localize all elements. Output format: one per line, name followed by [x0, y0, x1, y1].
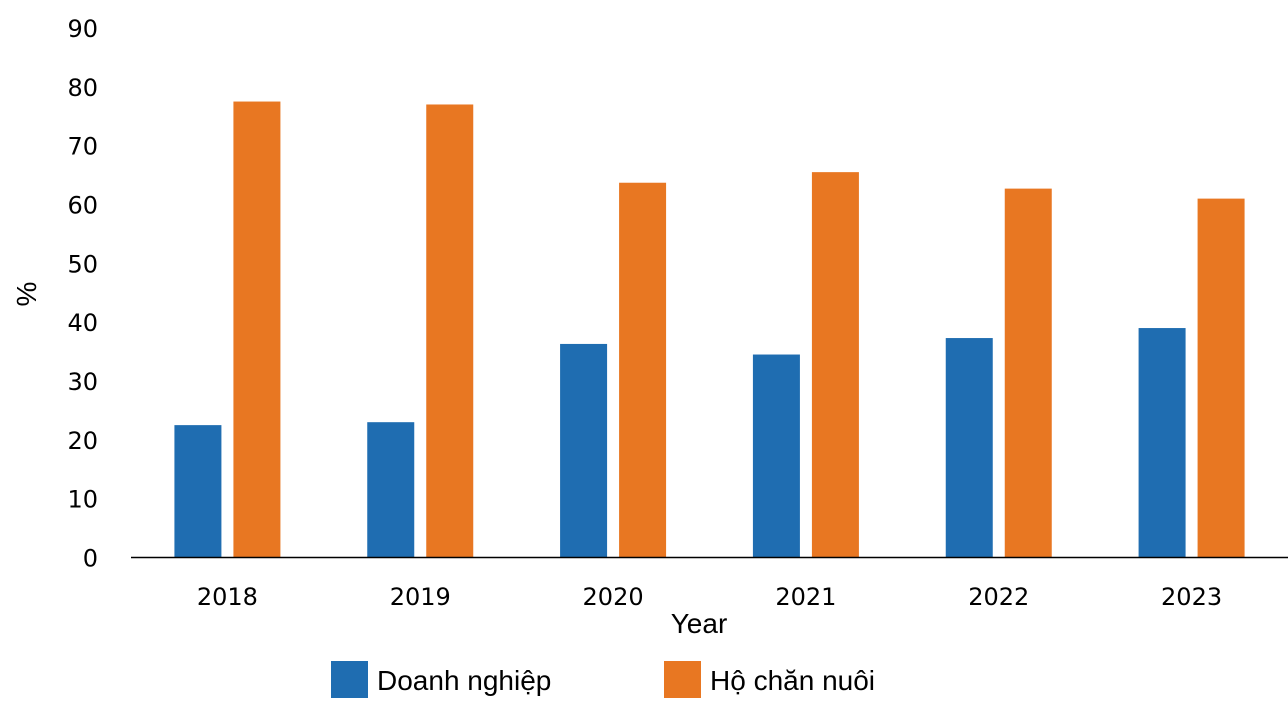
x-tick-label: 2020: [583, 583, 644, 611]
y-tick-label: 10: [67, 486, 98, 514]
bar: [174, 425, 222, 558]
x-tick-label: 2019: [390, 583, 451, 611]
x-axis-ticks: 2018 2019 2020 2021 2022 2023: [197, 583, 1222, 611]
legend-label: Hộ chăn nuôi: [710, 665, 875, 696]
x-tick-label: 2021: [775, 583, 836, 611]
y-tick-label: 90: [67, 15, 98, 43]
y-tick-label: 20: [67, 427, 98, 455]
legend: Doanh nghiệp Hộ chăn nuôi: [331, 661, 875, 698]
bar: [367, 422, 415, 558]
x-tick-label: 2018: [197, 583, 258, 611]
bar: [1004, 188, 1052, 558]
legend-swatch: [664, 661, 701, 698]
x-axis-title: Year: [671, 608, 728, 639]
bar: [1197, 198, 1245, 558]
y-axis-title: %: [11, 282, 42, 307]
bar: [752, 354, 800, 558]
y-tick-label: 40: [67, 309, 98, 337]
bar: [619, 182, 667, 558]
legend-label: Doanh nghiệp: [377, 665, 551, 696]
bars: [174, 101, 1245, 558]
y-tick-label: 60: [67, 192, 98, 220]
bar: [945, 338, 993, 558]
y-tick-label: 80: [67, 74, 98, 102]
bar: [560, 343, 608, 558]
bar: [811, 172, 859, 558]
y-tick-label: 30: [67, 368, 98, 396]
y-tick-label: 70: [67, 133, 98, 161]
x-tick-label: 2023: [1161, 583, 1222, 611]
bar: [426, 104, 474, 558]
bar: [233, 101, 281, 558]
x-tick-label: 2022: [968, 583, 1029, 611]
legend-swatch: [331, 661, 368, 698]
y-tick-label: 50: [67, 250, 98, 278]
y-axis-ticks: 0 10 20 30 40 50 60 70 80 90: [67, 15, 98, 573]
bar: [1138, 328, 1186, 558]
y-tick-label: 0: [83, 545, 98, 573]
